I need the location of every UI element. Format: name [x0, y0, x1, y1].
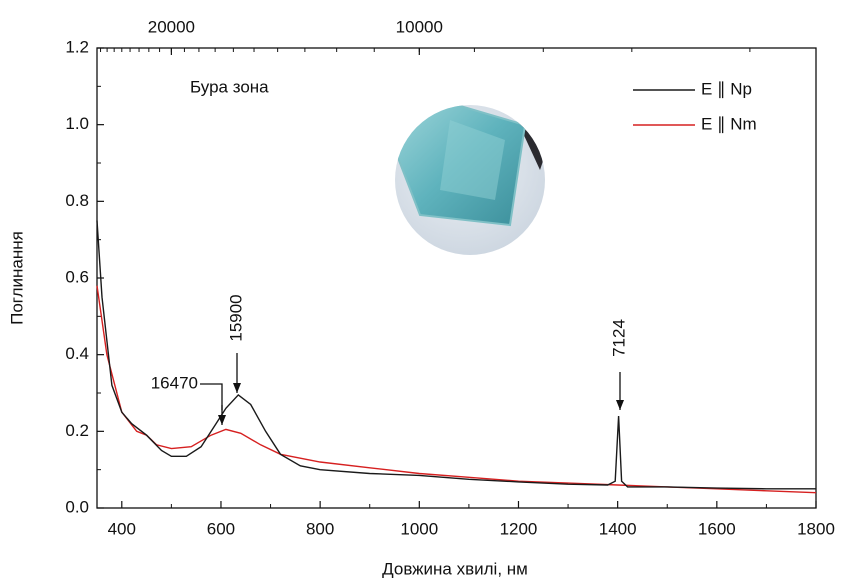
- x2-tick-label: 20000: [148, 17, 195, 36]
- annotation: 15900: [226, 294, 245, 341]
- annotation-leader: [200, 383, 223, 410]
- y-tick-label: 0.2: [65, 421, 89, 440]
- crystal-photo: [395, 105, 545, 255]
- x-tick-label: 1600: [698, 519, 736, 538]
- x-tick-label: 1000: [400, 519, 438, 538]
- y-axis-label: Поглинання: [7, 231, 26, 325]
- x-tick-label: 1800: [797, 519, 835, 538]
- arrow-head: [616, 400, 624, 410]
- annotation: 16470: [151, 373, 198, 392]
- x-tick-label: 800: [306, 519, 334, 538]
- annotation: 7124: [609, 319, 628, 357]
- series-line: [96, 285, 817, 494]
- x-tick-label: 400: [108, 519, 136, 538]
- series-line: [96, 220, 816, 490]
- arrow-head: [233, 383, 241, 393]
- y-tick-label: 0.6: [65, 267, 89, 286]
- x-tick-label: 1400: [599, 519, 637, 538]
- legend-label: E ∥ Nm: [701, 114, 757, 133]
- y-tick-label: 0.8: [65, 191, 89, 210]
- y-tick-label: 1.0: [65, 114, 89, 133]
- x-axis-label: Довжина хвилі, нм: [382, 559, 528, 578]
- legend-label: E ∥ Np: [701, 79, 752, 98]
- y-tick-label: 1.2: [65, 37, 89, 56]
- x-tick-label: 1200: [500, 519, 538, 538]
- y-tick-label: 0.0: [65, 497, 89, 516]
- annotation: Бура зона: [190, 77, 269, 96]
- x2-tick-label: 10000: [396, 17, 443, 36]
- y-tick-label: 0.4: [65, 344, 89, 363]
- x-tick-label: 600: [207, 519, 235, 538]
- arrow-head: [218, 415, 226, 425]
